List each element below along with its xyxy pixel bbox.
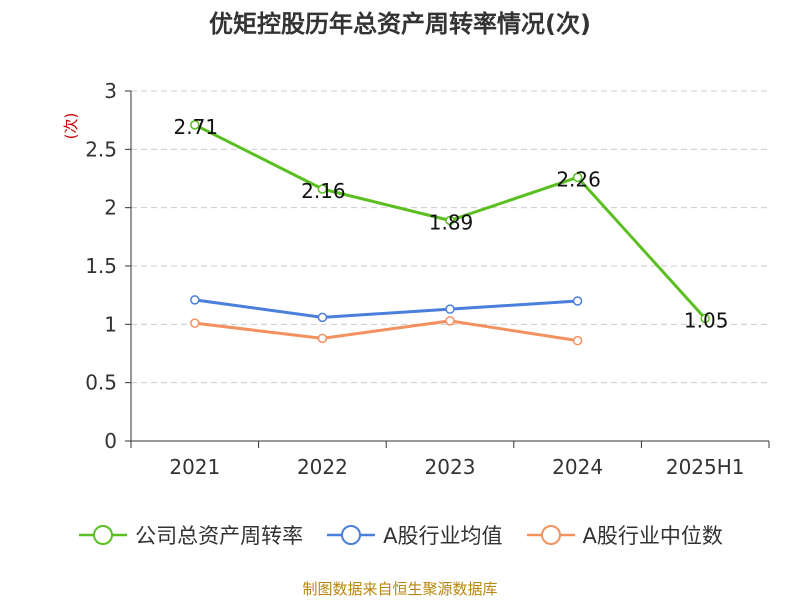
legend-item[interactable]: A股行业均值 xyxy=(325,520,503,550)
data-label: 2.16 xyxy=(301,179,346,203)
data-point xyxy=(572,335,583,346)
chart-title: 优矩控股历年总资产周转率情况(次) xyxy=(209,10,591,38)
source-footer: 制图数据来自恒生聚源数据库 xyxy=(302,580,498,598)
data-point xyxy=(700,313,710,324)
legend-swatch xyxy=(526,525,575,545)
data-point xyxy=(190,318,200,328)
data-point xyxy=(445,304,455,314)
data-point xyxy=(572,296,583,306)
y-tick-label: 1 xyxy=(104,312,117,336)
data-point xyxy=(317,312,328,323)
data-label: 2.26 xyxy=(556,167,601,191)
legend: 公司总资产周转率 A股行业均值 A股行业中位数 xyxy=(0,520,800,550)
data-label: 2.71 xyxy=(174,115,219,139)
series-line-1 xyxy=(194,298,578,319)
x-tick-label: 2024 xyxy=(552,455,603,479)
legend-swatch-marker xyxy=(93,525,114,545)
data-label: 1.05 xyxy=(684,309,729,333)
legend-item[interactable]: 公司总资产周转率 xyxy=(77,520,303,550)
y-tick-label: 3 xyxy=(104,79,117,103)
legend-swatch-marker xyxy=(341,525,362,545)
y-axis-label: (次) xyxy=(62,113,80,140)
data-point xyxy=(190,120,200,130)
data-point xyxy=(445,215,455,226)
legend-item[interactable]: A股行业中位数 xyxy=(525,520,723,550)
data-point xyxy=(317,184,328,194)
series-line-2 xyxy=(194,319,578,343)
y-tick-label: 0.5 xyxy=(85,371,117,395)
legend-swatch xyxy=(327,525,376,545)
data-point xyxy=(190,295,200,305)
y-tick-label: 0 xyxy=(104,429,117,453)
data-point xyxy=(445,316,455,326)
legend-label: 公司总资产周转率 xyxy=(135,524,304,548)
data-point xyxy=(572,172,583,183)
data-point xyxy=(317,333,328,344)
legend-label: A股行业均值 xyxy=(383,524,503,548)
x-tick-label: 2022 xyxy=(297,455,348,479)
legend-swatch-marker xyxy=(540,525,561,545)
legend-swatch xyxy=(79,525,128,545)
y-tick-label: 2.5 xyxy=(85,137,117,161)
x-tick-label: 2025H1 xyxy=(666,455,745,479)
y-tick-label: 1.5 xyxy=(85,254,117,278)
data-label: 1.89 xyxy=(429,211,474,235)
legend-label: A股行业中位数 xyxy=(582,524,723,548)
x-tick-label: 2021 xyxy=(169,455,220,479)
x-tick-label: 2023 xyxy=(425,455,476,479)
y-tick-label: 2 xyxy=(104,196,117,220)
